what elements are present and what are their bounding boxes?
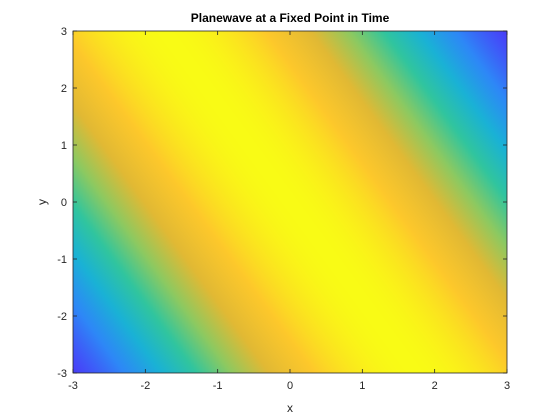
y-tick-label: 1 <box>61 140 67 152</box>
heatmap-canvas <box>73 31 507 373</box>
x-tick-label: -1 <box>213 380 223 392</box>
x-axis: -3 -2 -1 0 1 2 3 <box>68 31 510 392</box>
x-tick-label: 2 <box>432 380 438 392</box>
y-axis-label: y <box>35 199 49 205</box>
y-axis: -3 -2 -1 0 1 2 3 <box>57 26 507 380</box>
x-tick-label: 3 <box>504 380 510 392</box>
x-tick-label: 1 <box>359 380 365 392</box>
y-tick-label: -2 <box>57 311 67 323</box>
y-tick-label: 2 <box>61 83 67 95</box>
x-tick-label: -3 <box>68 380 78 392</box>
y-tick-label: -1 <box>57 254 67 266</box>
y-tick-label: 3 <box>61 26 67 38</box>
x-tick-label: 0 <box>287 380 293 392</box>
y-tick-label: 0 <box>61 197 67 209</box>
y-tick-label: -3 <box>57 368 67 380</box>
plot-area <box>73 31 507 373</box>
chart-title: Planewave at a Fixed Point in Time <box>191 11 390 25</box>
x-tick-label: -2 <box>140 380 150 392</box>
x-axis-label: x <box>287 401 293 415</box>
